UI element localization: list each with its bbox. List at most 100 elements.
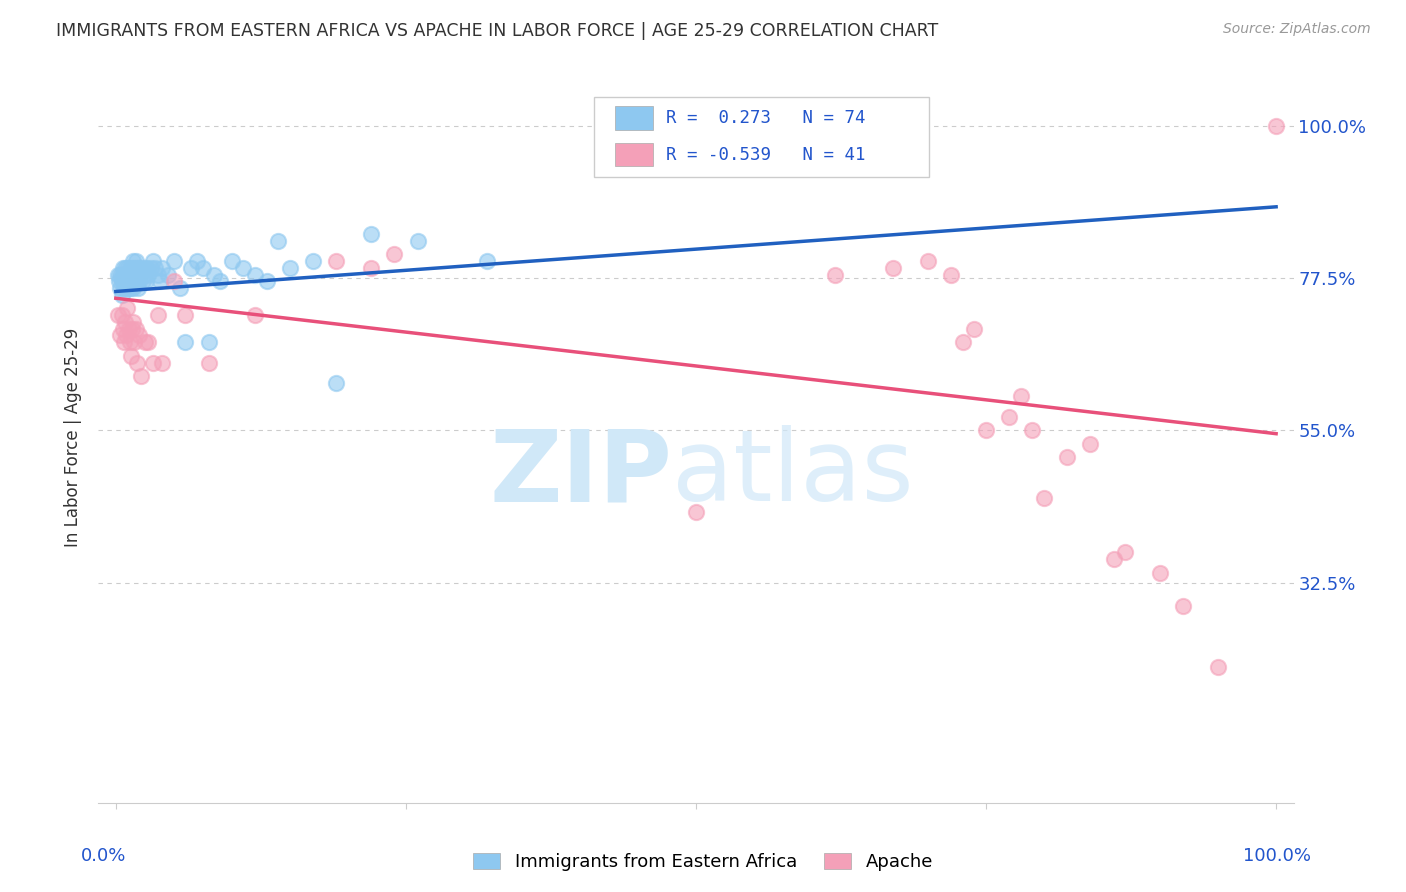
Point (197, 355, 219, 369)
Point (256, 274, 278, 288)
Point (142, 254, 165, 268)
Point (131, 369, 153, 384)
Point (1102, 552, 1125, 566)
Point (382, 247, 405, 261)
Point (136, 260, 159, 275)
Point (114, 274, 136, 288)
Point (122, 281, 145, 295)
Point (209, 274, 232, 288)
Point (121, 260, 143, 275)
Point (131, 260, 153, 275)
Point (111, 308, 134, 322)
Point (197, 335, 219, 350)
Point (132, 268, 155, 282)
Point (122, 268, 145, 282)
Text: IMMIGRANTS FROM EASTERN AFRICA VS APACHE IN LABOR FORCE | AGE 25-29 CORRELATION : IMMIGRANTS FROM EASTERN AFRICA VS APACHE… (56, 22, 938, 40)
Point (117, 268, 139, 282)
Text: 0.0%: 0.0% (80, 847, 127, 864)
Point (118, 274, 141, 288)
Y-axis label: In Labor Force | Age 25-29: In Labor Force | Age 25-29 (65, 327, 83, 547)
Point (1021, 423, 1043, 437)
Point (128, 274, 150, 288)
Point (302, 254, 325, 268)
Point (998, 409, 1021, 424)
Point (115, 281, 138, 295)
Point (107, 308, 129, 322)
Point (128, 328, 150, 343)
Point (128, 260, 150, 275)
Point (117, 274, 139, 288)
Point (157, 268, 180, 282)
Point (191, 260, 214, 275)
Point (267, 234, 290, 248)
Point (952, 335, 974, 350)
Point (118, 335, 141, 350)
Point (180, 260, 202, 275)
Point (111, 274, 134, 288)
Point (112, 335, 135, 350)
Text: 100.0%: 100.0% (1243, 847, 1312, 864)
Point (917, 254, 939, 268)
Point (107, 268, 129, 282)
Point (124, 335, 146, 350)
Point (149, 274, 172, 288)
Point (125, 274, 148, 288)
Point (146, 268, 169, 282)
Point (174, 335, 197, 350)
Point (129, 268, 152, 282)
Point (111, 260, 134, 275)
Point (108, 274, 131, 288)
Point (475, 254, 498, 268)
FancyBboxPatch shape (595, 97, 929, 178)
Point (136, 335, 159, 350)
Point (124, 274, 146, 288)
Point (882, 260, 904, 275)
Point (204, 268, 226, 282)
Point (134, 260, 156, 275)
Point (941, 268, 963, 282)
Point (186, 254, 208, 268)
Text: atlas: atlas (672, 425, 914, 522)
Point (1265, 119, 1288, 133)
Point (112, 281, 135, 295)
Point (117, 301, 139, 316)
Point (1173, 599, 1195, 614)
Point (122, 315, 145, 329)
Point (110, 268, 132, 282)
Point (278, 260, 301, 275)
Point (134, 335, 156, 350)
Point (124, 268, 146, 282)
Point (1033, 491, 1056, 505)
FancyBboxPatch shape (614, 106, 652, 130)
Point (243, 268, 266, 282)
Point (127, 281, 149, 295)
Text: ZIP: ZIP (489, 425, 672, 522)
Point (111, 322, 134, 336)
Point (111, 274, 134, 288)
Point (1149, 566, 1171, 580)
Point (150, 355, 173, 369)
Point (124, 254, 146, 268)
Point (114, 315, 136, 329)
Point (1206, 660, 1229, 674)
Point (1114, 545, 1136, 559)
Point (121, 322, 143, 336)
Point (243, 308, 266, 322)
Point (146, 308, 169, 322)
Point (117, 260, 139, 275)
Point (120, 281, 142, 295)
Point (117, 281, 139, 295)
Point (111, 288, 134, 302)
Point (118, 260, 141, 275)
Point (974, 423, 997, 437)
Point (114, 260, 136, 275)
Point (120, 268, 142, 282)
Point (232, 260, 254, 275)
FancyBboxPatch shape (614, 143, 652, 167)
Point (117, 268, 139, 282)
Point (127, 268, 149, 282)
Point (131, 274, 153, 288)
Point (135, 274, 157, 288)
Point (685, 505, 707, 519)
Point (142, 355, 165, 369)
